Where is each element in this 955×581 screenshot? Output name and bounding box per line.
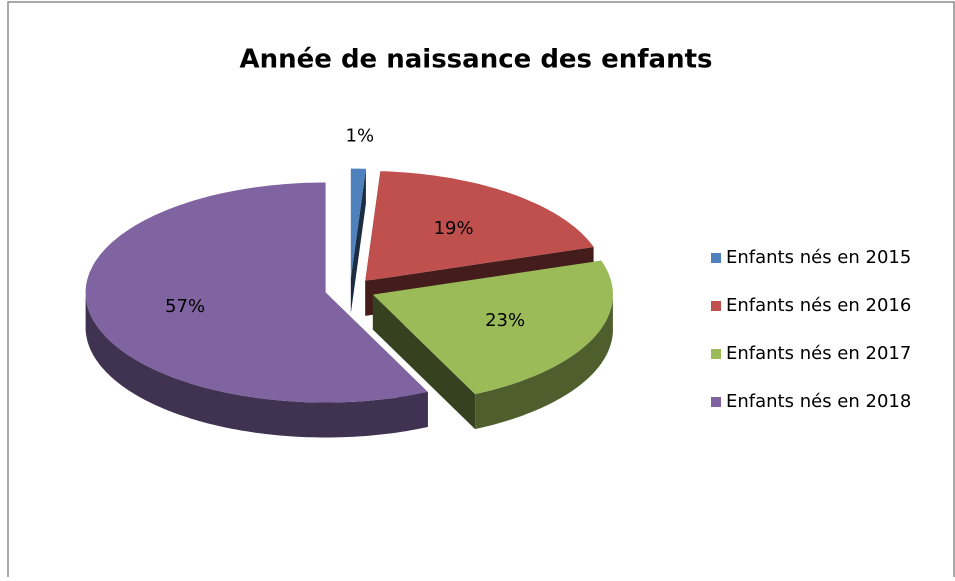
data-label: 23%	[485, 310, 525, 331]
slice	[85, 182, 428, 403]
legend-label: Enfants nés en 2015	[726, 247, 911, 268]
data-label: 57%	[165, 296, 205, 317]
data-label: 1%	[346, 126, 375, 147]
slice-wall	[350, 168, 366, 314]
legend-swatch	[711, 397, 721, 407]
data-label: 19%	[434, 218, 474, 239]
legend-label: Enfants nés en 2017	[726, 343, 911, 364]
slice	[365, 171, 594, 281]
legend-label: Enfants nés en 2016	[726, 295, 911, 316]
slice-side	[85, 292, 428, 438]
slice-side	[475, 294, 613, 430]
legend-swatch	[711, 253, 721, 263]
slice	[372, 260, 613, 395]
slice-wall	[372, 294, 476, 430]
legend-swatch	[711, 301, 721, 311]
slice	[350, 168, 366, 279]
legend-swatch	[711, 349, 721, 359]
legend-label: Enfants nés en 2018	[726, 391, 911, 412]
chart-title: Année de naissance des enfants	[239, 45, 712, 75]
